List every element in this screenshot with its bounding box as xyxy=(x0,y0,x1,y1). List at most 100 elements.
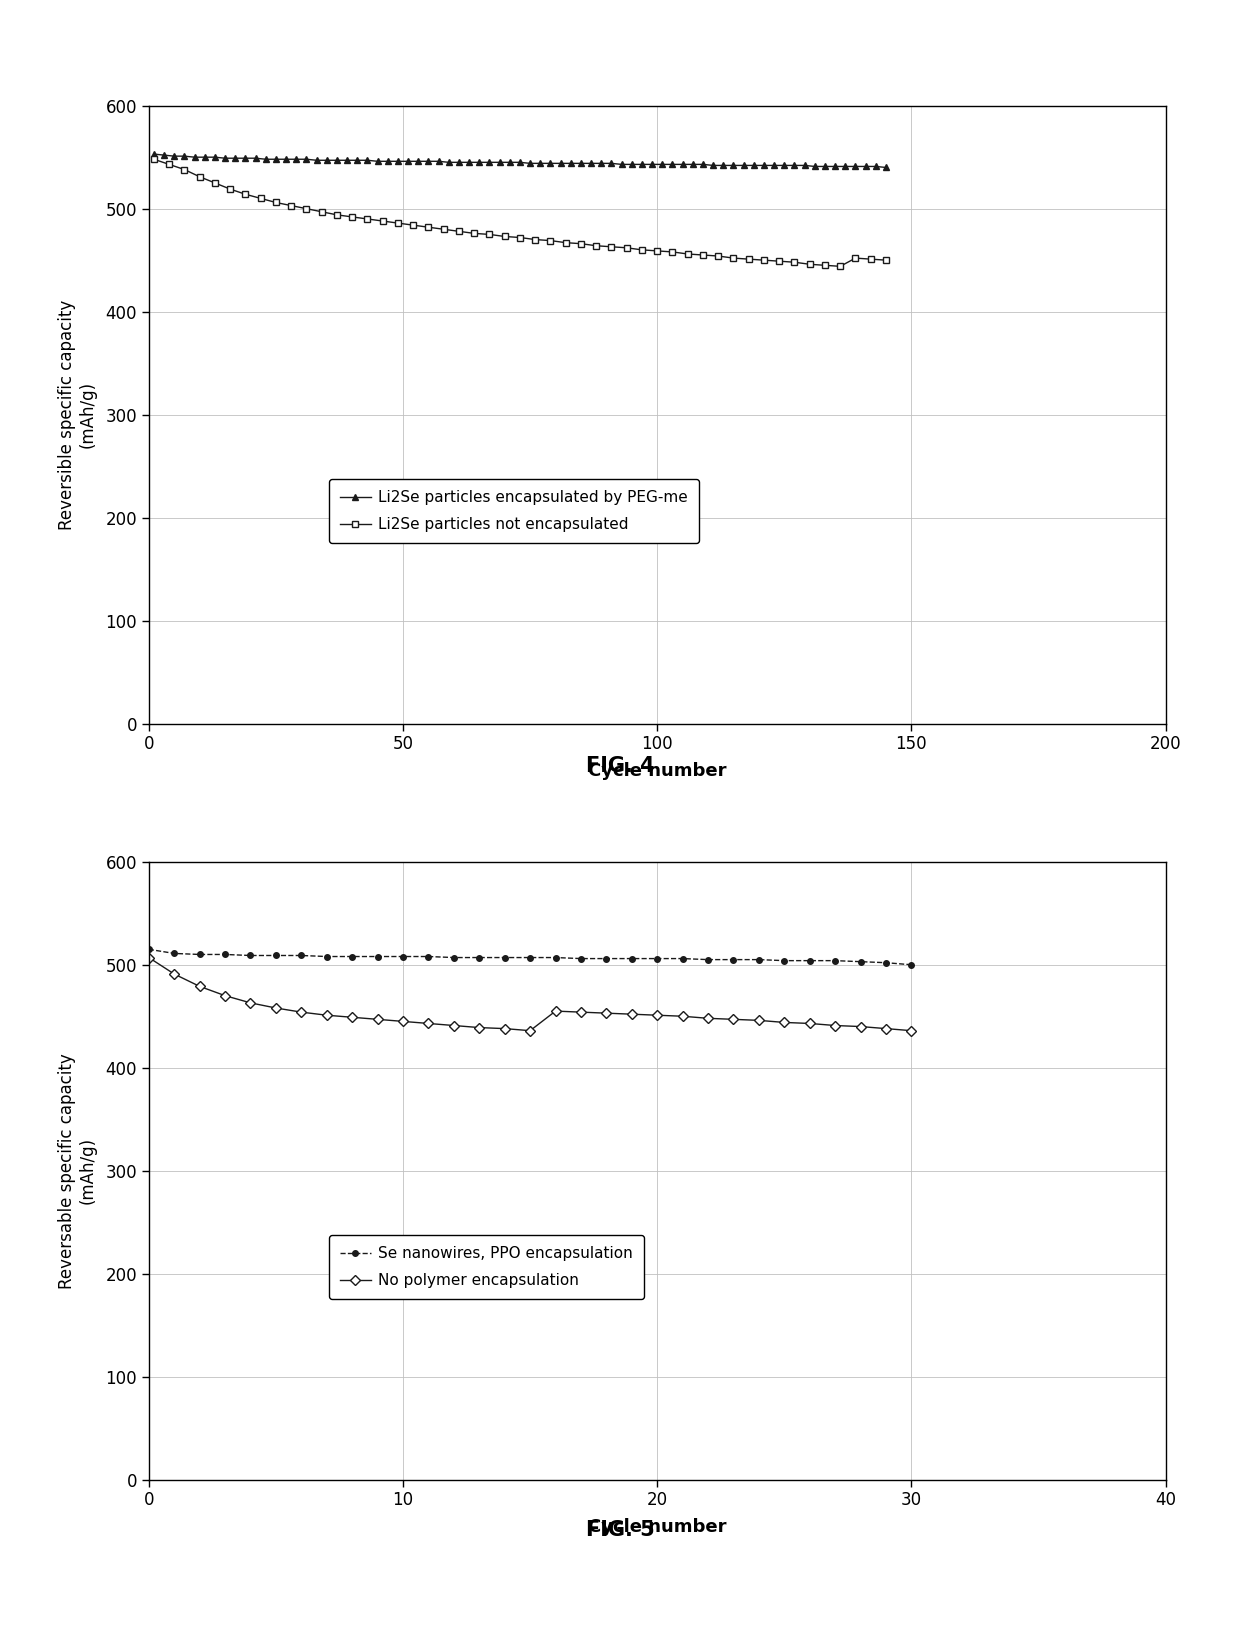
Li2Se particles not encapsulated xyxy=(512,228,527,247)
Se nanowires, PPO encapsulation xyxy=(904,954,919,974)
No polymer encapsulation xyxy=(904,1021,919,1041)
No polymer encapsulation xyxy=(650,1005,665,1024)
Se nanowires, PPO encapsulation xyxy=(548,948,563,967)
Se nanowires, PPO encapsulation xyxy=(701,950,715,969)
Li2Se particles not encapsulated xyxy=(405,215,420,234)
No polymer encapsulation xyxy=(573,1002,589,1021)
Legend: Li2Se particles encapsulated by PEG-me, Li2Se particles not encapsulated: Li2Se particles encapsulated by PEG-me, … xyxy=(330,480,698,543)
Se nanowires, PPO encapsulation xyxy=(166,943,181,963)
Li2Se particles not encapsulated xyxy=(863,249,878,268)
No polymer encapsulation xyxy=(192,977,207,997)
No polymer encapsulation xyxy=(599,1003,614,1023)
Li2Se particles not encapsulated xyxy=(420,218,436,237)
No polymer encapsulation xyxy=(523,1021,538,1041)
No polymer encapsulation xyxy=(548,1002,563,1021)
Li2Se particles not encapsulated xyxy=(360,210,374,229)
Li2Se particles not encapsulated xyxy=(253,189,268,208)
Li2Se particles not encapsulated xyxy=(146,150,161,169)
Li2Se particles not encapsulated xyxy=(665,242,680,262)
No polymer encapsulation xyxy=(675,1006,689,1026)
Line: Li2Se particles encapsulated by PEG-me: Li2Se particles encapsulated by PEG-me xyxy=(151,151,889,171)
Se nanowires, PPO encapsulation xyxy=(345,946,360,966)
Li2Se particles not encapsulated xyxy=(284,195,299,215)
Se nanowires, PPO encapsulation xyxy=(497,948,512,967)
Se nanowires, PPO encapsulation xyxy=(751,950,766,969)
Se nanowires, PPO encapsulation xyxy=(650,950,665,969)
Li2Se particles not encapsulated xyxy=(787,252,802,272)
Li2Se particles encapsulated by PEG-me xyxy=(146,145,161,164)
No polymer encapsulation xyxy=(727,1010,742,1029)
Se nanowires, PPO encapsulation xyxy=(420,946,436,966)
Se nanowires, PPO encapsulation xyxy=(802,951,817,971)
Text: FIG. 5: FIG. 5 xyxy=(585,1520,655,1540)
Li2Se particles encapsulated by PEG-me xyxy=(878,158,893,177)
No polymer encapsulation xyxy=(243,993,258,1013)
Li2Se particles not encapsulated xyxy=(725,249,740,268)
No polymer encapsulation xyxy=(446,1016,461,1036)
No polymer encapsulation xyxy=(320,1005,335,1024)
Li2Se particles encapsulated by PEG-me xyxy=(807,156,822,176)
No polymer encapsulation xyxy=(166,964,181,984)
Li2Se particles not encapsulated xyxy=(161,154,176,174)
No polymer encapsulation xyxy=(371,1010,386,1029)
Li2Se particles not encapsulated xyxy=(391,213,405,233)
Li2Se particles not encapsulated xyxy=(742,249,756,268)
Se nanowires, PPO encapsulation xyxy=(243,946,258,966)
Li2Se particles not encapsulated xyxy=(771,252,786,272)
No polymer encapsulation xyxy=(878,1020,893,1039)
No polymer encapsulation xyxy=(751,1011,766,1031)
Li2Se particles not encapsulated xyxy=(482,224,497,244)
Li2Se particles not encapsulated xyxy=(543,231,558,250)
Li2Se particles not encapsulated xyxy=(681,244,696,263)
Li2Se particles not encapsulated xyxy=(619,237,634,257)
Li2Se particles not encapsulated xyxy=(635,241,650,260)
Li2Se particles not encapsulated xyxy=(528,229,543,249)
Se nanowires, PPO encapsulation xyxy=(523,948,538,967)
Li2Se particles not encapsulated xyxy=(376,211,391,231)
Se nanowires, PPO encapsulation xyxy=(141,940,156,959)
No polymer encapsulation xyxy=(141,948,156,967)
Y-axis label: Reversable specific capacity
(mAh/g): Reversable specific capacity (mAh/g) xyxy=(58,1054,97,1288)
Li2Se particles not encapsulated xyxy=(756,250,771,270)
Li2Se particles not encapsulated xyxy=(573,234,588,254)
Text: FIG. 4: FIG. 4 xyxy=(585,756,655,776)
Line: Li2Se particles not encapsulated: Li2Se particles not encapsulated xyxy=(150,156,889,270)
Li2Se particles not encapsulated xyxy=(345,207,360,226)
Se nanowires, PPO encapsulation xyxy=(192,945,207,964)
Li2Se particles not encapsulated xyxy=(466,224,481,244)
Se nanowires, PPO encapsulation xyxy=(675,950,689,969)
X-axis label: Cycle number: Cycle number xyxy=(588,1517,727,1537)
Se nanowires, PPO encapsulation xyxy=(599,950,614,969)
Line: No polymer encapsulation: No polymer encapsulation xyxy=(145,954,915,1034)
Se nanowires, PPO encapsulation xyxy=(320,946,335,966)
Li2Se particles not encapsulated xyxy=(223,179,238,198)
Se nanowires, PPO encapsulation xyxy=(727,950,742,969)
Se nanowires, PPO encapsulation xyxy=(294,946,309,966)
Li2Se particles not encapsulated xyxy=(878,250,893,270)
Li2Se particles encapsulated by PEG-me xyxy=(776,156,791,176)
Se nanowires, PPO encapsulation xyxy=(573,950,589,969)
Li2Se particles not encapsulated xyxy=(192,167,207,187)
No polymer encapsulation xyxy=(396,1011,410,1031)
No polymer encapsulation xyxy=(802,1013,817,1033)
No polymer encapsulation xyxy=(218,985,233,1005)
No polymer encapsulation xyxy=(420,1013,436,1033)
No polymer encapsulation xyxy=(294,1002,309,1021)
No polymer encapsulation xyxy=(345,1008,360,1028)
X-axis label: Cycle number: Cycle number xyxy=(588,761,727,780)
Y-axis label: Reversible specific capacity
(mAh/g): Reversible specific capacity (mAh/g) xyxy=(58,299,97,530)
Li2Se particles not encapsulated xyxy=(711,246,725,265)
Legend: Se nanowires, PPO encapsulation, No polymer encapsulation: Se nanowires, PPO encapsulation, No poly… xyxy=(330,1236,644,1299)
Li2Se particles encapsulated by PEG-me xyxy=(512,153,527,172)
Se nanowires, PPO encapsulation xyxy=(268,946,283,966)
Li2Se particles encapsulated by PEG-me xyxy=(391,151,405,171)
Li2Se particles not encapsulated xyxy=(177,159,192,179)
Li2Se particles not encapsulated xyxy=(497,226,512,246)
Se nanowires, PPO encapsulation xyxy=(878,953,893,972)
Se nanowires, PPO encapsulation xyxy=(776,951,791,971)
Li2Se particles not encapsulated xyxy=(833,257,848,276)
Li2Se particles not encapsulated xyxy=(589,236,604,255)
Li2Se particles not encapsulated xyxy=(696,246,711,265)
Li2Se particles not encapsulated xyxy=(436,220,451,239)
Li2Se particles encapsulated by PEG-me xyxy=(756,156,771,176)
